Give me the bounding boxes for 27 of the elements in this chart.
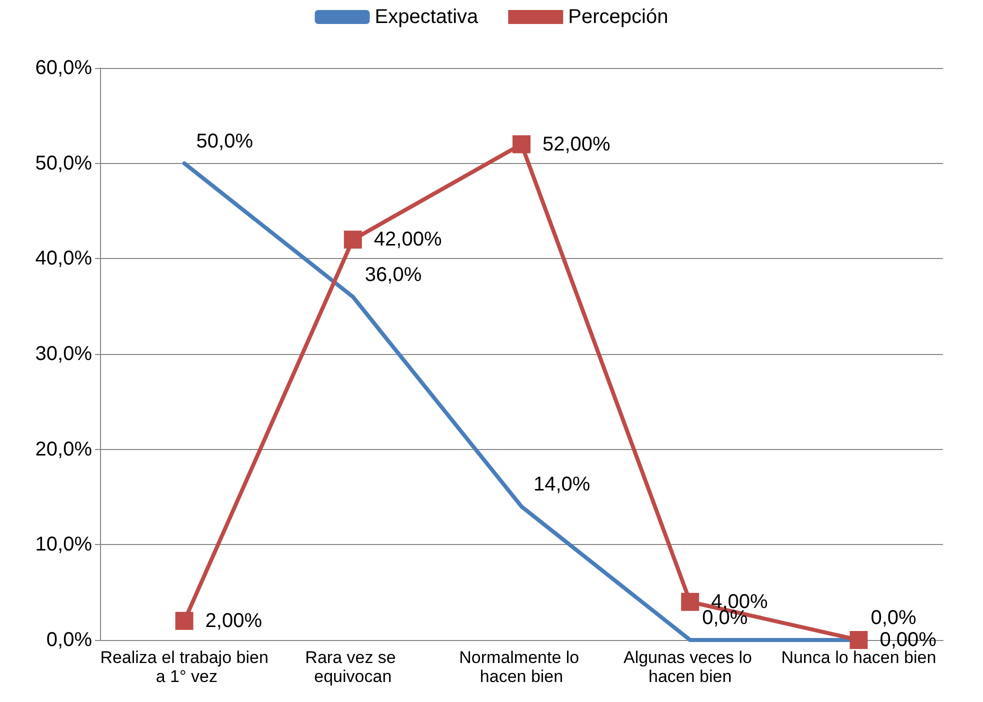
data-label: 0,00% — [880, 629, 937, 651]
y-tick-label: 0,0% — [46, 629, 92, 651]
y-tick-label: 30,0% — [35, 343, 92, 365]
legend-label: Percepción — [568, 6, 668, 28]
x-tick-label: Nunca lo hacen bien — [781, 648, 936, 667]
point — [681, 592, 700, 611]
legend-label: Expectativa — [374, 6, 480, 28]
data-label: 42,00% — [374, 228, 442, 251]
point — [344, 230, 362, 249]
y-tick-label: 10,0% — [35, 534, 92, 556]
y-tick-label: 60,0% — [35, 57, 92, 79]
x-tick-label: Rara vez se equivocan — [305, 648, 401, 686]
point — [175, 612, 194, 630]
data-label: 36,0% — [364, 264, 422, 286]
data-label: 52,00% — [542, 133, 611, 156]
x-tick-label: Realiza el trabajo bien a 1° vez — [100, 648, 268, 686]
y-tick-label: 40,0% — [35, 248, 92, 270]
y-tick-label: 20,0% — [35, 438, 92, 460]
y-tick-label: 50,0% — [35, 152, 92, 174]
point — [850, 631, 868, 649]
data-label: 50,0% — [196, 130, 254, 152]
x-tick-label: Normalmente lo hacen bien — [459, 648, 584, 686]
x-tick-label: Algunas veces lo hacen bien — [623, 648, 757, 686]
data-label: 2,00% — [205, 610, 262, 632]
point — [512, 135, 530, 154]
data-label: 14,0% — [534, 474, 590, 496]
data-label: 0,0% — [870, 607, 917, 629]
